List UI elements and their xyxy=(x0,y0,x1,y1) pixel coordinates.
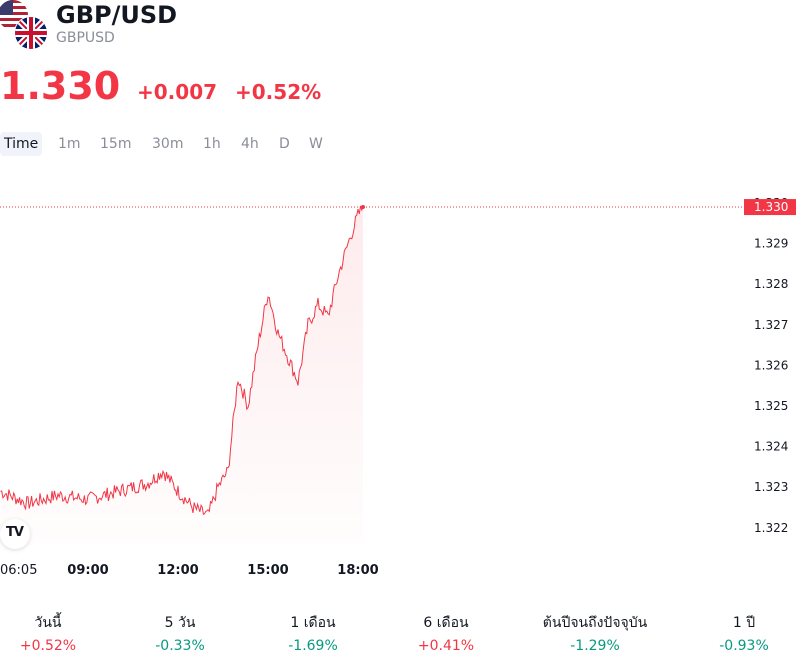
price-change: +0.007 xyxy=(137,80,218,104)
y-tick-label: 1.325 xyxy=(754,399,788,413)
last-price: 1.330 xyxy=(0,64,121,108)
perf-label: 6 เดือน xyxy=(423,615,469,631)
perf-value: -0.33% xyxy=(155,638,205,654)
symbol-header: GBP/USD GBPUSD xyxy=(0,0,800,60)
y-axis: 1.330 1.329 1.328 1.327 1.326 1.325 1.324 1.323… xyxy=(744,196,796,535)
last-price-badge xyxy=(744,199,796,216)
y-tick-label: 1.327 xyxy=(754,318,788,332)
tab-d[interactable]: D xyxy=(279,136,290,152)
price-line xyxy=(0,205,364,516)
us-flag-icon xyxy=(0,0,28,30)
tab-w[interactable]: W xyxy=(309,136,323,152)
tab-4h[interactable]: 4h xyxy=(241,136,259,152)
perf-label: ต้นปีจนถึงปัจจุบัน xyxy=(542,615,648,631)
perf-1m[interactable]: 1 เดือน -1.69% xyxy=(233,612,393,654)
perf-label: 5 วัน xyxy=(164,615,196,631)
y-tick-label: 1.329 xyxy=(754,237,788,251)
x-axis: 06:05 09:00 12:00 15:00 18:00 xyxy=(0,563,379,578)
y-tick-label: 1.328 xyxy=(754,277,788,291)
x-tick-label: 18:00 xyxy=(337,563,378,578)
perf-value: -1.69% xyxy=(288,638,338,654)
uk-flag-icon xyxy=(14,16,48,50)
price-area-fill xyxy=(0,205,363,545)
last-price-dot xyxy=(361,205,365,210)
perf-label: 1 ปี xyxy=(732,615,756,631)
x-tick-label: 12:00 xyxy=(157,563,198,578)
perf-value: -0.93% xyxy=(719,638,769,654)
tradingview-logo[interactable]: TV xyxy=(0,519,30,549)
y-tick-label: 1.322 xyxy=(754,521,788,535)
x-tick-label: 15:00 xyxy=(247,563,288,578)
perf-value: -1.29% xyxy=(570,638,620,654)
x-tick-label: 06:05 xyxy=(0,563,37,578)
perf-5d[interactable]: 5 วัน -0.33% xyxy=(100,612,260,654)
perf-value: +0.52% xyxy=(19,638,77,654)
performance-bar: วันนี้ +0.52% 5 วัน -0.33% 1 เดือน -1.69… xyxy=(0,612,800,656)
perf-6m[interactable]: 6 เดือน +0.41% xyxy=(366,612,526,654)
currency-flags xyxy=(0,0,50,50)
symbol-title: GBP/USD xyxy=(56,1,178,29)
x-tick-label: 09:00 xyxy=(67,563,108,578)
y-tick-label: 1.324 xyxy=(754,440,788,454)
tab-1h[interactable]: 1h xyxy=(203,136,221,152)
perf-label: วันนี้ xyxy=(34,615,62,631)
y-tick-label: 1.326 xyxy=(754,358,788,372)
perf-1y[interactable]: 1 ปี -0.93% xyxy=(664,612,800,654)
tab-1m[interactable]: 1m xyxy=(58,136,81,152)
tab-time[interactable]: Time xyxy=(0,132,43,156)
price-change-percent: +0.52% xyxy=(235,80,322,104)
plot-area xyxy=(0,205,745,545)
tab-30m[interactable]: 30m xyxy=(152,136,184,152)
price-chart[interactable]: 1.330 1.329 1.328 1.327 1.326 1.325 1.324 1.323… xyxy=(0,180,800,590)
tab-15m[interactable]: 15m xyxy=(100,136,132,152)
perf-ytd[interactable]: ต้นปีจนถึงปัจจุบัน -1.29% xyxy=(515,612,675,654)
symbol-code: GBPUSD xyxy=(56,30,115,46)
y-tick-label: 1.323 xyxy=(754,480,788,494)
perf-value: +0.41% xyxy=(417,638,475,654)
last-price-badge-label: 1.330 xyxy=(754,200,788,214)
tv-logo-icon: TV xyxy=(6,525,24,540)
perf-label: 1 เดือน xyxy=(290,615,336,631)
perf-today[interactable]: วันนี้ +0.52% xyxy=(0,612,128,654)
